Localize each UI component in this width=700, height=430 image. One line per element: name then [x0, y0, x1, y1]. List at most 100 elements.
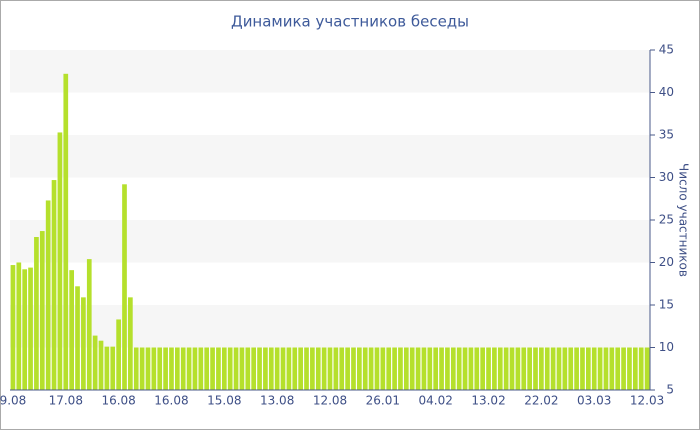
bar [439, 347, 444, 390]
bar [450, 347, 456, 390]
bar [380, 347, 386, 390]
bar [509, 347, 515, 390]
bar [92, 335, 98, 390]
bar [139, 347, 145, 390]
bar [409, 347, 415, 390]
bar [603, 347, 609, 390]
bar [116, 319, 121, 390]
bar [34, 237, 39, 390]
x-tick-label: 12.08 [313, 394, 347, 408]
bar [362, 347, 368, 390]
bar [351, 347, 356, 390]
x-tick-label: 13.08 [260, 394, 294, 408]
bar [539, 347, 544, 390]
bar [16, 262, 22, 390]
bar [492, 347, 497, 390]
y-tick-label: 20 [659, 255, 674, 269]
bar [186, 347, 192, 390]
bar [368, 347, 374, 390]
bar [251, 347, 257, 390]
bar [192, 347, 198, 390]
grid-band [10, 305, 650, 348]
bar [386, 347, 392, 390]
bar [462, 347, 468, 390]
bar [210, 347, 215, 390]
bar [615, 347, 621, 390]
bar [515, 347, 521, 390]
x-tick-label: 9.08 [0, 394, 26, 408]
bar [245, 347, 251, 390]
bar [321, 347, 327, 390]
bar [198, 347, 204, 390]
bar [497, 347, 503, 390]
bar [151, 347, 157, 390]
bar [274, 347, 280, 390]
y-tick-label: 45 [659, 43, 674, 57]
bar [556, 347, 562, 390]
bar [69, 270, 74, 390]
grid-band [10, 135, 650, 178]
bar [292, 347, 298, 390]
bar [374, 347, 380, 390]
bar [427, 347, 433, 390]
bar [586, 347, 591, 390]
bar [63, 73, 69, 391]
bar [392, 347, 397, 390]
bar [304, 347, 309, 390]
bar [597, 347, 603, 390]
x-tick-label: 17.08 [49, 394, 83, 408]
bar [169, 347, 174, 390]
bar [310, 347, 315, 390]
bar [257, 347, 262, 390]
x-tick-label: 26.01 [366, 394, 400, 408]
x-tick-label: 13.02 [471, 394, 505, 408]
bar [609, 347, 615, 390]
bar [28, 267, 33, 390]
bar [421, 347, 427, 390]
bar [128, 297, 133, 390]
bar [75, 286, 80, 390]
bar [45, 200, 51, 390]
bar [180, 347, 186, 390]
bar [433, 347, 439, 390]
bar [445, 347, 450, 390]
bar [227, 347, 233, 390]
bar [39, 231, 45, 390]
bar [286, 347, 292, 390]
bar [415, 347, 421, 390]
bar [280, 347, 286, 390]
x-tick-label: 03.03 [577, 394, 611, 408]
y-tick-label: 30 [659, 170, 674, 184]
bar [544, 347, 550, 390]
bar [239, 347, 245, 390]
y-tick-label: 5 [666, 383, 674, 397]
x-tick-label: 15.08 [207, 394, 241, 408]
bar [486, 347, 491, 390]
bar [86, 259, 92, 390]
x-tick-label: 22.02 [524, 394, 558, 408]
bar [468, 347, 474, 390]
bar [174, 347, 180, 390]
bar [503, 347, 509, 390]
bar [51, 180, 57, 390]
bar [263, 347, 268, 390]
bar [574, 347, 579, 390]
y-tick-label: 40 [659, 85, 674, 99]
y-tick-label: 25 [659, 213, 674, 227]
bar [527, 347, 532, 390]
bar [521, 347, 527, 390]
bar [268, 347, 274, 390]
bar [627, 347, 632, 390]
bar [122, 184, 127, 390]
y-tick-label: 10 [659, 340, 674, 354]
bar [221, 347, 227, 390]
bar [233, 347, 239, 390]
bar [133, 347, 139, 390]
bar [533, 347, 538, 390]
bar [216, 347, 221, 390]
y-tick-label: 15 [659, 298, 674, 312]
bar [98, 340, 104, 390]
bar [145, 347, 151, 390]
bar [163, 347, 168, 390]
